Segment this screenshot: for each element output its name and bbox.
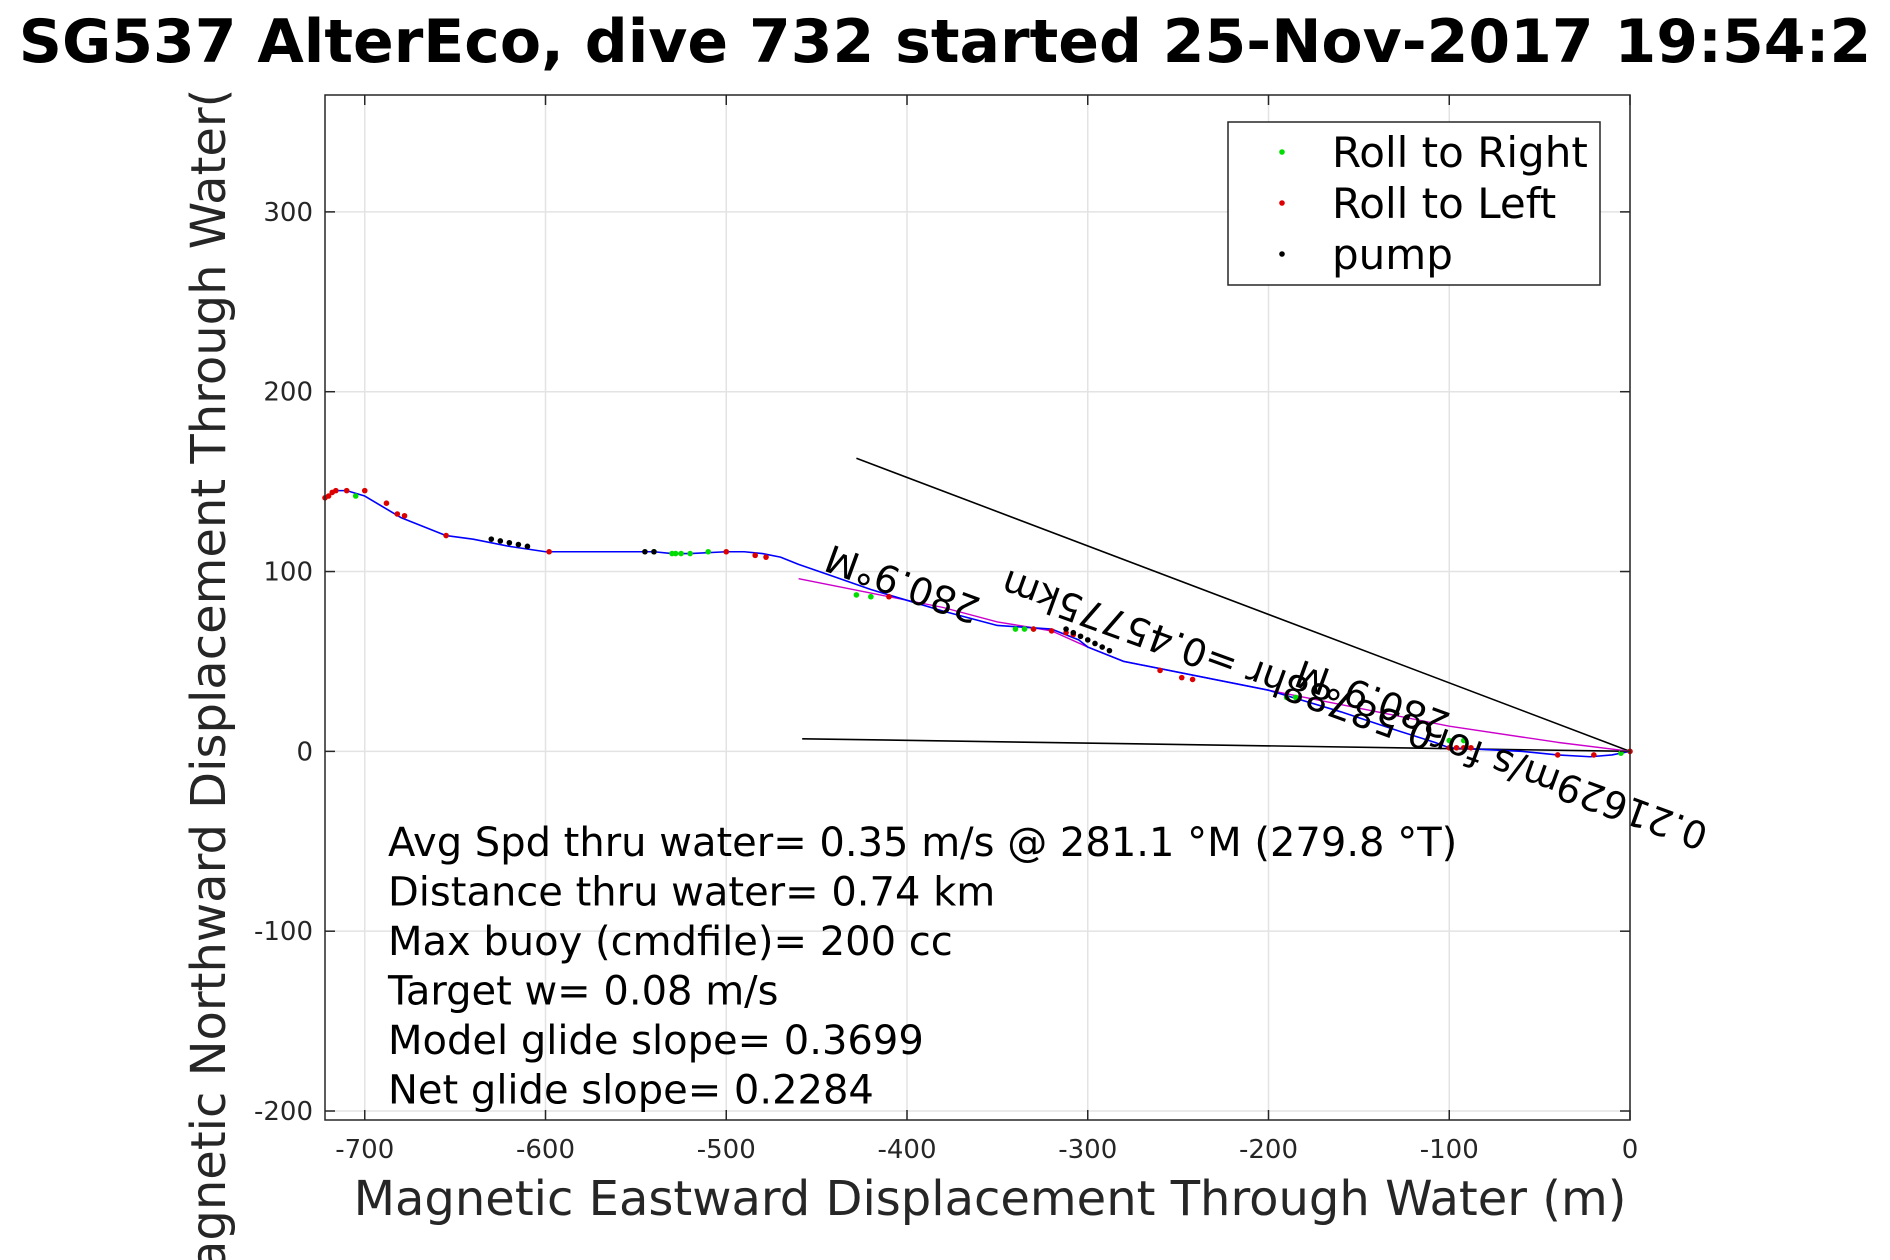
x-tick-label: -200 [1239, 1135, 1298, 1165]
legend-marker [1279, 149, 1285, 155]
roll-right-point [678, 550, 684, 557]
roll-right-point [1021, 626, 1028, 632]
x-tick-label: -500 [697, 1135, 756, 1165]
roll-left-point [394, 511, 401, 517]
x-axis-label: Magnetic Eastward Displacement Through W… [354, 1171, 1627, 1227]
dive-track-line [324, 489, 1631, 758]
data-points [322, 487, 1633, 758]
roll-left-point [546, 548, 552, 555]
y-tick-label: 0 [296, 737, 313, 767]
pump-point [1106, 647, 1113, 654]
roll-left-point [1048, 628, 1055, 634]
y-tick-label: 100 [263, 558, 313, 588]
roll-left-point [723, 548, 730, 555]
pump-point [1084, 637, 1091, 643]
track-lines [324, 489, 1631, 758]
legend-marker [1279, 251, 1285, 257]
roll-left-point [886, 593, 892, 600]
roll-left-point [443, 532, 449, 539]
roll-left-point [401, 512, 408, 519]
roll-right-point [1460, 737, 1467, 744]
pump-point [1092, 640, 1098, 647]
pump-point [506, 539, 513, 546]
roll-right-point [687, 550, 693, 557]
x-tick-label: -600 [516, 1135, 575, 1165]
axis-ticks: -700 -600 -500 -400 -300 -200 -100 0 -200 -100 0 10… [254, 95, 1638, 1165]
roll-left-point [325, 493, 332, 499]
stat-line: Target w= 0.08 m/s [387, 969, 778, 1015]
pump-point [1077, 633, 1084, 640]
roll-left-point [763, 554, 769, 560]
roll-left-point [1157, 667, 1163, 674]
roll-right-point [1446, 737, 1453, 744]
pump-point [1099, 644, 1106, 650]
pump-point [515, 541, 522, 548]
pump-point [1070, 629, 1077, 636]
legend-marker [1279, 200, 1285, 206]
roll-left-point [1446, 744, 1453, 751]
pump-point [642, 548, 648, 555]
roll-left-point [343, 487, 350, 494]
legend-box [1227, 121, 1601, 286]
roll-left-point [1554, 752, 1561, 758]
roll-right-point [705, 548, 711, 555]
roll-left-point [1453, 744, 1460, 751]
stats-block: Avg Spd thru water= 0.35 m/s @ 281.1 °M … [387, 820, 1457, 1114]
roll-left-point [361, 487, 368, 494]
plot-frame [324, 94, 1631, 1121]
y-tick-label: -200 [254, 1097, 313, 1127]
x-tick-label: -400 [878, 1135, 937, 1165]
stat-line: Distance thru water= 0.74 km [388, 870, 995, 916]
roll-left-point [1178, 674, 1185, 681]
stat-line: Avg Spd thru water= 0.35 m/s @ 281.1 °M … [388, 820, 1457, 866]
x-tick-label: -700 [335, 1135, 394, 1165]
chart-title: SG537 AlterEco, dive 732 started 25-Nov-… [19, 7, 1872, 77]
roll-left-point [1189, 676, 1196, 683]
roll-left-point [1030, 626, 1037, 632]
pump-point [1063, 626, 1069, 632]
roll-right-point [672, 550, 679, 557]
y-tick-label: -100 [254, 917, 313, 947]
stat-line: Net glide slope= 0.2284 [388, 1068, 874, 1114]
stat-line: Model glide slope= 0.3699 [388, 1018, 924, 1064]
pump-point [524, 543, 531, 550]
x-tick-label: 0 [1622, 1135, 1639, 1165]
pump-point [651, 548, 657, 555]
legend-label: Roll to Right [1332, 128, 1588, 177]
pump-point [497, 538, 504, 544]
reference-line [856, 457, 1631, 753]
pump-point [488, 536, 495, 542]
heading-annotations: 280.9°M 0.21629m/s for0.58788hr =0.45775k… [820, 536, 1714, 859]
roll-left-point [752, 552, 758, 559]
roll-left-point [1460, 744, 1467, 751]
legend-label: Roll to Left [1332, 179, 1556, 228]
roll-left-point [1591, 752, 1597, 758]
roll-left-point [333, 487, 339, 494]
roll-right-point [853, 592, 860, 598]
legend-label: pump [1332, 230, 1453, 279]
heading-annotation: 280.9°M [820, 536, 986, 632]
x-tick-label: -100 [1420, 1135, 1479, 1165]
roll-left-point [1468, 744, 1474, 751]
roll-right-point [1283, 694, 1290, 701]
roll-right-point [1292, 694, 1299, 701]
roll-right-point [868, 593, 874, 600]
roll-right-point [352, 493, 359, 499]
roll-right-point [1012, 626, 1019, 632]
y-tick-label: 200 [263, 378, 313, 408]
x-tick-label: -300 [1058, 1135, 1117, 1165]
roll-left-point [383, 500, 390, 507]
y-tick-label: 300 [263, 198, 313, 228]
stat-line: Max buoy (cmdfile)= 200 cc [388, 919, 953, 965]
y-axis-label: Magnetic Northward Displacement Through … [181, 89, 237, 1260]
